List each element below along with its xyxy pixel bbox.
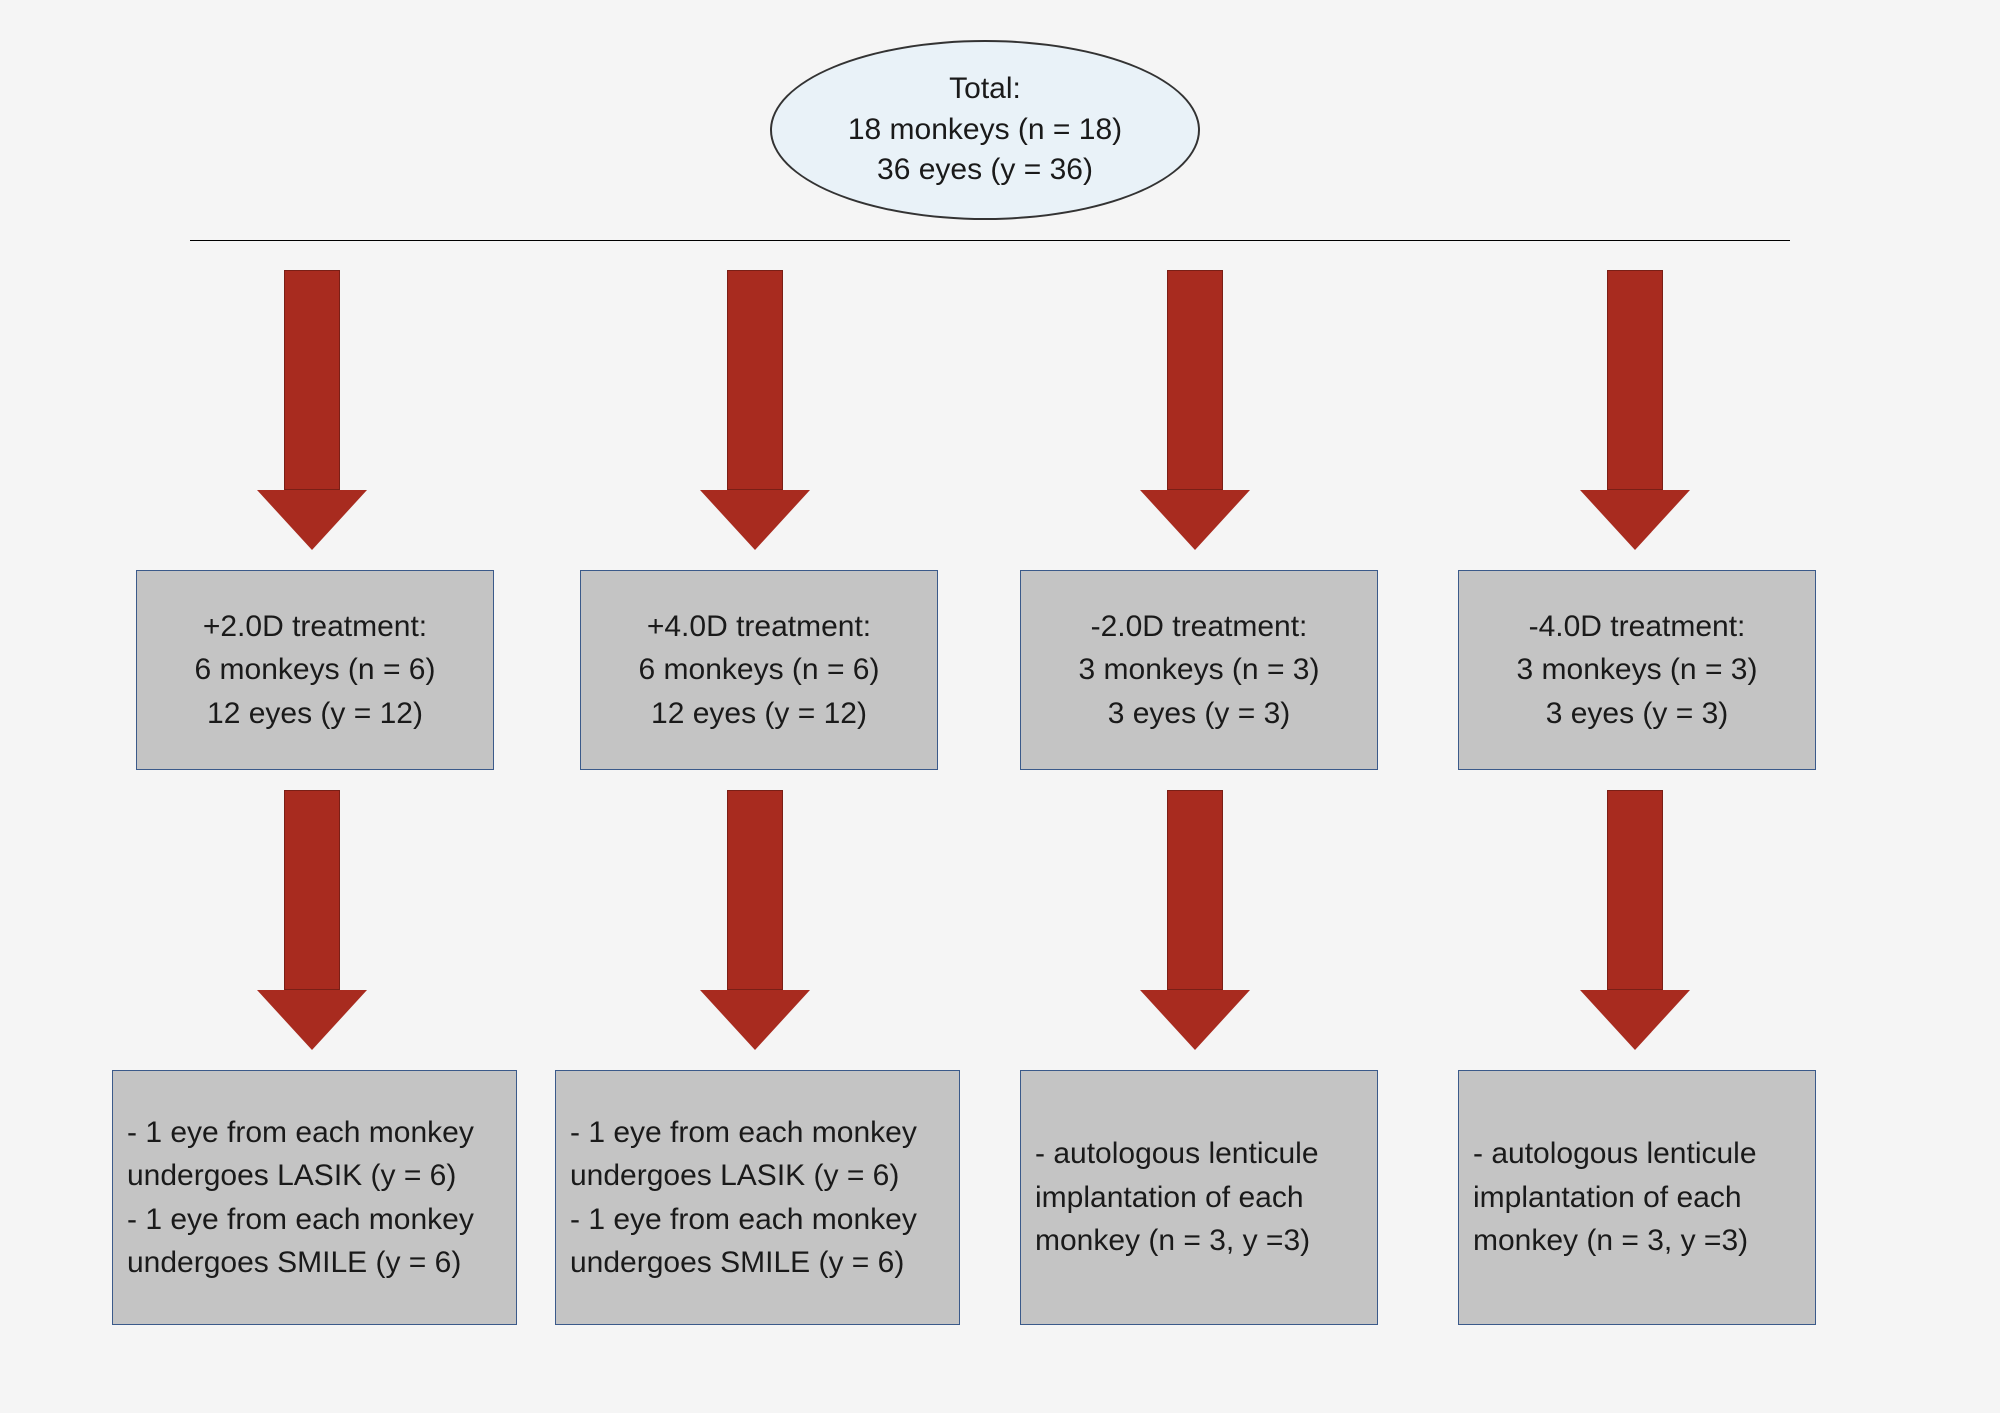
box-line: monkey (n = 3, y =3) bbox=[1473, 1219, 1748, 1263]
arrow-down bbox=[1580, 790, 1690, 1050]
ellipse-line: 18 monkeys (n = 18) bbox=[848, 110, 1122, 151]
arrow-down bbox=[1140, 270, 1250, 550]
box-line: - 1 eye from each monkey bbox=[570, 1198, 917, 1242]
box-line: 6 monkeys (n = 6) bbox=[195, 648, 436, 692]
root-ellipse: Total:18 monkeys (n = 18)36 eyes (y = 36… bbox=[770, 40, 1200, 220]
box-line: monkey (n = 3, y =3) bbox=[1035, 1219, 1310, 1263]
flow-box: - 1 eye from each monkeyundergoes LASIK … bbox=[555, 1070, 960, 1325]
box-line: +2.0D treatment: bbox=[203, 605, 427, 649]
box-line: 3 eyes (y = 3) bbox=[1546, 692, 1729, 736]
box-line: implantation of each bbox=[1035, 1176, 1304, 1220]
box-line: 3 eyes (y = 3) bbox=[1108, 692, 1291, 736]
arrow-down bbox=[1140, 790, 1250, 1050]
arrow-down bbox=[257, 790, 367, 1050]
box-line: 12 eyes (y = 12) bbox=[651, 692, 867, 736]
divider-line bbox=[190, 240, 1790, 241]
box-line: 12 eyes (y = 12) bbox=[207, 692, 423, 736]
box-line: undergoes LASIK (y = 6) bbox=[127, 1154, 456, 1198]
flow-box: - 1 eye from each monkeyundergoes LASIK … bbox=[112, 1070, 517, 1325]
ellipse-line: Total: bbox=[949, 69, 1021, 110]
box-line: undergoes LASIK (y = 6) bbox=[570, 1154, 899, 1198]
box-line: -4.0D treatment: bbox=[1529, 605, 1746, 649]
ellipse-line: 36 eyes (y = 36) bbox=[877, 150, 1093, 191]
box-line: 3 monkeys (n = 3) bbox=[1517, 648, 1758, 692]
box-line: undergoes SMILE (y = 6) bbox=[127, 1241, 461, 1285]
arrow-down bbox=[257, 270, 367, 550]
box-line: 6 monkeys (n = 6) bbox=[639, 648, 880, 692]
flow-box: +2.0D treatment:6 monkeys (n = 6)12 eyes… bbox=[136, 570, 494, 770]
box-line: implantation of each bbox=[1473, 1176, 1742, 1220]
flow-box: -4.0D treatment:3 monkeys (n = 3)3 eyes … bbox=[1458, 570, 1816, 770]
flow-box: - autologous lenticuleimplantation of ea… bbox=[1020, 1070, 1378, 1325]
arrow-down bbox=[700, 790, 810, 1050]
arrow-down bbox=[700, 270, 810, 550]
box-line: -2.0D treatment: bbox=[1091, 605, 1308, 649]
box-line: - 1 eye from each monkey bbox=[570, 1111, 917, 1155]
box-line: - 1 eye from each monkey bbox=[127, 1111, 474, 1155]
box-line: - 1 eye from each monkey bbox=[127, 1198, 474, 1242]
box-line: +4.0D treatment: bbox=[647, 605, 871, 649]
box-line: - autologous lenticule bbox=[1473, 1132, 1757, 1176]
flow-box: -2.0D treatment:3 monkeys (n = 3)3 eyes … bbox=[1020, 570, 1378, 770]
flow-box: +4.0D treatment:6 monkeys (n = 6)12 eyes… bbox=[580, 570, 938, 770]
flow-box: - autologous lenticuleimplantation of ea… bbox=[1458, 1070, 1816, 1325]
box-line: 3 monkeys (n = 3) bbox=[1079, 648, 1320, 692]
box-line: - autologous lenticule bbox=[1035, 1132, 1319, 1176]
box-line: undergoes SMILE (y = 6) bbox=[570, 1241, 904, 1285]
arrow-down bbox=[1580, 270, 1690, 550]
